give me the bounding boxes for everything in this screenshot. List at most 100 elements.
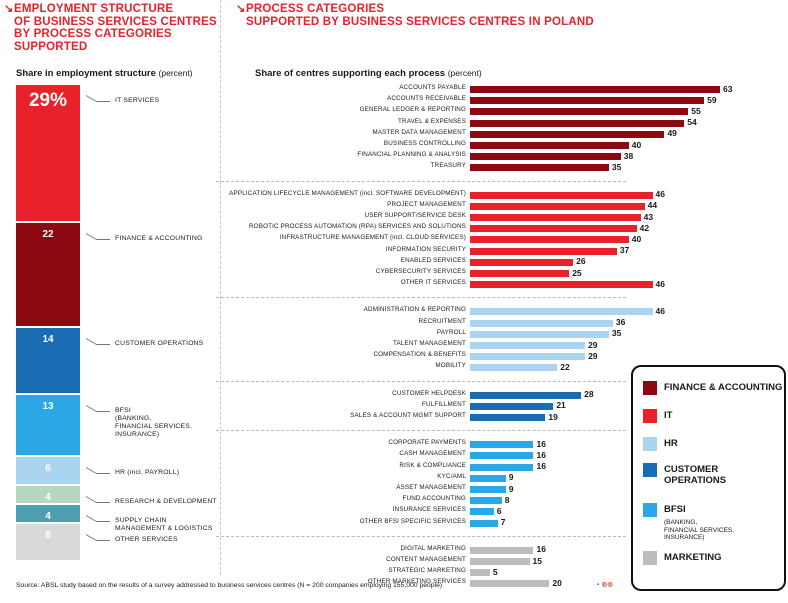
bar <box>470 569 490 577</box>
legend-label: FINANCE & ACCOUNTING <box>664 382 782 393</box>
bar-value-label: 55 <box>691 105 701 116</box>
bar <box>470 191 653 199</box>
leader-line <box>96 539 110 541</box>
leader-line <box>86 233 96 247</box>
leader-line <box>86 533 96 547</box>
bar <box>470 214 641 221</box>
legend-label: BFSI (BANKING, FINANCIAL SERVICES, INSURANC… <box>664 504 734 542</box>
employment-segment: 29% <box>16 85 80 222</box>
right-subtitle: Share of centres supporting each process… <box>255 68 482 79</box>
bar <box>470 414 546 421</box>
employment-segment-label-line: OTHER SERVICES <box>115 535 178 543</box>
bar-value-label: 42 <box>639 222 650 233</box>
leader-line <box>96 411 110 413</box>
category-label: APPLICATION LIFECYCLE MANAGEMENT (incl. … <box>229 189 466 197</box>
leader-line <box>96 501 110 503</box>
bar-value-label: 20 <box>552 577 562 588</box>
bar-value-label: 44 <box>647 200 658 211</box>
legend-label-line: CUSTOMER <box>664 464 719 475</box>
bar <box>470 130 665 138</box>
category-label: USER SUPPORT/SERVICE DESK <box>364 212 466 219</box>
employment-segment-label-line: MANAGEMENT & LOGISTICS <box>115 524 213 532</box>
employment-segment-label-line: FINANCE & ACCOUNTING <box>115 235 203 243</box>
category-label: CYBERSECURITY SERVICES <box>375 268 466 275</box>
bar-value-label: 19 <box>548 411 558 422</box>
legend-label-line: BFSI <box>664 504 686 515</box>
right-heading: ↘PROCESS CATEGORIES SUPPORTED BY BUSINES… <box>236 3 594 28</box>
bar-value-label: 16 <box>536 461 546 472</box>
employment-stacked-bar: 29% 22 14 13 6 4 4 8 <box>16 85 80 562</box>
employment-segment: 4 <box>16 504 80 522</box>
employment-segment-label-line: FINANCIAL SERVICES, <box>115 423 193 431</box>
bar-value-label: 63 <box>723 83 733 94</box>
category-label: ACCOUNTS PAYABLE <box>399 84 466 91</box>
bar <box>470 225 637 233</box>
bar-value-label: 54 <box>687 117 697 128</box>
bar-value-label: 35 <box>611 328 622 339</box>
category-label: FUND ACCOUNTING <box>402 495 466 503</box>
group-separator <box>216 297 626 299</box>
category-label: ROBOTIC PROCESS AUTOMATION (RPA) SERVICE… <box>248 223 466 231</box>
category-label: INSURANCE SERVICES <box>392 506 466 514</box>
bar-value-label: 9 <box>508 483 514 494</box>
bar-value-label: 15 <box>532 555 542 566</box>
bar-value-label: 36 <box>615 317 626 328</box>
employment-segment-value: 8 <box>45 529 51 541</box>
bar-value-label: 9 <box>508 472 514 483</box>
legend-sublabel: (BANKING, FINANCIAL SERVICES, INSURANCE) <box>664 519 734 542</box>
legend-label: CUSTOMER OPERATIONS <box>664 464 726 486</box>
bar-value-label: 28 <box>584 389 594 400</box>
category-label: SALES & ACCOUNT MGMT SUPPORT <box>350 412 466 419</box>
legend-swatch <box>643 409 657 423</box>
legend-swatch <box>643 463 657 477</box>
category-label: OTHER IT SERVICES <box>400 279 466 287</box>
category-label: DIGITAL MARKETING <box>400 544 466 552</box>
bar <box>470 364 558 372</box>
category-label: TALENT MANAGEMENT <box>393 340 466 347</box>
employment-segment-value: 13 <box>42 401 54 413</box>
employment-segment-label-line: INSURANCE) <box>115 431 160 439</box>
bar <box>470 270 570 277</box>
bar <box>470 236 629 244</box>
bar-value-label: 46 <box>655 305 665 316</box>
employment-segment: 22 <box>16 223 80 327</box>
category-label: FINANCIAL PLANNING & ANALYSIS <box>357 151 466 159</box>
employment-segment-value: 6 <box>45 463 51 475</box>
arrow-down-right-icon: ↘ <box>4 3 14 15</box>
employment-segment-value: 22 <box>42 229 54 241</box>
employment-segment-label-line: HR (incl. PAYROLL) <box>115 469 180 477</box>
bar <box>470 119 685 127</box>
bar-value-label: 26 <box>576 256 586 267</box>
employment-segment-label-line: RESEARCH & DEVELOPMENT <box>115 497 217 505</box>
category-label: MASTER DATA MANAGEMENT <box>372 128 466 136</box>
legend-swatch <box>643 437 657 451</box>
group-separator <box>216 535 626 537</box>
legend-label-line: IT <box>664 410 673 421</box>
legend-swatch <box>643 503 657 517</box>
bar-value-label: 40 <box>631 139 642 150</box>
group-separator <box>216 380 626 382</box>
bar <box>470 402 554 410</box>
category-label: CUSTOMER HELPDESK <box>392 389 466 397</box>
employment-segment-label-line: BFSI <box>115 407 131 415</box>
employment-segment-label-line: SUPPLY CHAIN <box>115 516 167 524</box>
bar-value-label: 25 <box>572 267 582 278</box>
bar-value-label: 8 <box>504 494 510 505</box>
bar-value-label: 21 <box>556 400 566 411</box>
category-label: CORPORATE PAYMENTS <box>388 439 466 447</box>
employment-segment-value: 29% <box>28 90 68 111</box>
leader-line <box>86 95 96 108</box>
employment-segment-value: 4 <box>45 510 51 522</box>
leader-line <box>86 514 96 528</box>
bar <box>470 391 582 399</box>
arrow-down-right-icon: ↘ <box>236 3 246 15</box>
bar <box>470 580 550 588</box>
bar <box>470 353 586 361</box>
bar-value-label: 29 <box>588 350 598 361</box>
leader-line <box>96 520 110 522</box>
bar <box>470 452 534 460</box>
employment-segment: 4 <box>16 485 80 503</box>
bar <box>470 546 534 554</box>
employment-segment-label: CUSTOMER OPERATIONS <box>115 340 225 348</box>
legend-label: MARKETING <box>664 552 722 563</box>
